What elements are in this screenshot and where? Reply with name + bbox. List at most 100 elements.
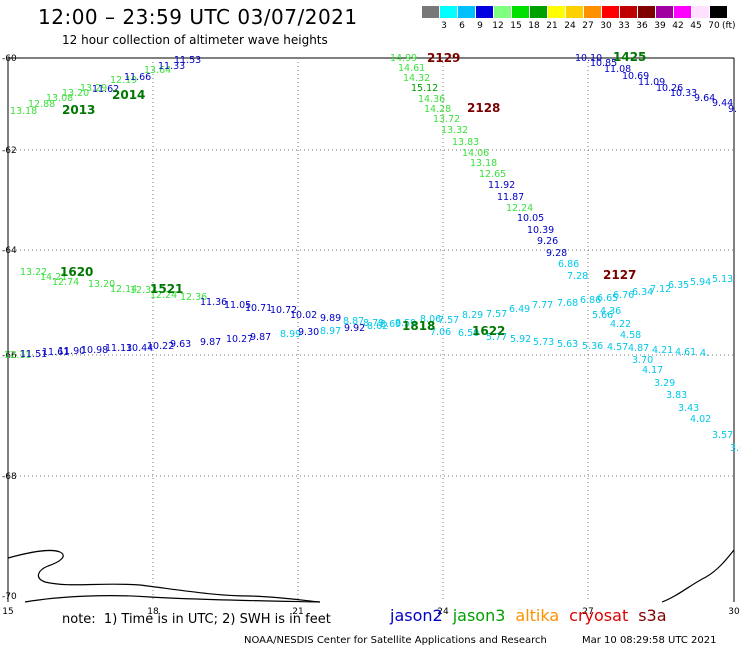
colorbar-swatch xyxy=(584,6,601,18)
lon-tick-label: 27 xyxy=(582,607,593,617)
lon-tick-label: 30 xyxy=(728,607,740,617)
wave-height-label: 4.17 xyxy=(642,365,663,376)
pass-time-label: 2013 xyxy=(62,103,95,117)
wave-height-label: 10.05 xyxy=(517,213,544,224)
wave-height-label: 9. xyxy=(728,104,737,115)
pass-time-label: 1620 xyxy=(60,265,93,279)
satellite-legend: jason2 jason3 altika cryosat s3a xyxy=(390,606,677,625)
lat-tick-label: -62 xyxy=(2,146,17,156)
wave-height-label: 12.88 xyxy=(28,99,55,110)
lon-tick-label: 18 xyxy=(147,607,159,617)
wave-height-label: 5.92 xyxy=(510,334,531,345)
wave-height-label: 3.6 xyxy=(730,443,740,454)
wave-height-label: 12.14 xyxy=(110,284,137,295)
colorbar-swatch xyxy=(566,6,583,18)
wave-height-label: 8.59 xyxy=(395,318,416,329)
colorbar-swatch xyxy=(710,6,727,18)
wave-height-label: 4.61 xyxy=(675,347,696,358)
wave-height-label: 9.28 xyxy=(546,248,567,259)
colorbar-label: 15 xyxy=(510,21,522,31)
colorbar-swatch xyxy=(512,6,529,18)
wave-height-tracks: 13.1812.8813.0813.2013.2911.6212.1911.66… xyxy=(4,53,740,454)
track-2127: 5.664.36 4.224.58 3.704.17 3.293.83 3.434.02… xyxy=(592,306,740,454)
colorbar-label: 21 xyxy=(546,21,558,31)
wave-height-label: 13.22 xyxy=(20,267,47,278)
map-title: 12:00 – 23:59 UTC 03/07/2021 xyxy=(38,5,358,29)
wave-height-label: 7.57 xyxy=(438,315,459,326)
axis-tick-labels: -60 -62 -64 -66 -68 -70 15 18 21 24 27 30 xyxy=(2,54,740,617)
wave-height-label: 12.24 xyxy=(506,203,533,214)
wave-height-label: 12.24 xyxy=(150,290,177,301)
wave-height-label: 10.69 xyxy=(622,71,649,82)
wave-height-label: 6.86 xyxy=(558,259,579,270)
colorbar-swatch xyxy=(548,6,565,18)
wave-height-label: 7.77 xyxy=(532,300,553,311)
wave-height-label: 5.63 xyxy=(557,339,578,350)
colorbar-label: 70 xyxy=(708,21,720,31)
wave-height-label: 7.57 xyxy=(486,309,507,320)
wave-height-label: 8.06 xyxy=(420,314,441,325)
wave-height-label: 11.08 xyxy=(604,64,631,75)
wave-height-label: 3.83 xyxy=(666,390,687,401)
wave-height-label: 14.21 xyxy=(40,272,67,283)
wave-height-label: 7.28 xyxy=(567,271,588,282)
pass-time-label: 2014 xyxy=(112,88,145,102)
wave-height-label: 14.28 xyxy=(424,104,451,115)
wave-height-label: 11.53 xyxy=(174,55,201,66)
wave-height-label: 13.32 xyxy=(441,125,468,136)
footer-note: note: 1) Time is in UTC; 2) SWH is in fe… xyxy=(62,612,331,627)
wave-height-label: 13.29 xyxy=(80,83,107,94)
wave-height-label: 11.33 xyxy=(158,61,185,72)
wave-height-label: 8.87 xyxy=(343,316,364,327)
wave-height-label: 12.36 xyxy=(180,292,207,303)
wave-height-label: 9.64 xyxy=(694,93,715,104)
colorbar-label: 30 xyxy=(600,21,612,31)
wave-height-label: 11.87 xyxy=(497,192,524,203)
wave-height-label: 7.12 xyxy=(650,284,671,295)
wave-height-label: 13.20 xyxy=(88,279,115,290)
wave-height-label: 4. xyxy=(700,348,709,359)
wave-height-label: 11.66 xyxy=(124,72,151,83)
wave-height-label: 10.27 xyxy=(226,334,253,345)
wave-height-label: 3.70 xyxy=(632,355,653,366)
wave-height-label: 5.94 xyxy=(690,277,711,288)
pass-time-label: 1425 xyxy=(613,50,646,64)
colorbar-swatch xyxy=(440,6,457,18)
colorbar-swatch xyxy=(656,6,673,18)
pass-time-labels: 2129 2128 2127 2013 2014 1425 1620 1521 1818 1622 xyxy=(60,50,646,338)
colorbar-label: 18 xyxy=(528,21,540,31)
wave-height-label: 14.32 xyxy=(403,73,430,84)
colorbar-label: 3 xyxy=(441,21,447,31)
wave-height-label: 4.87 xyxy=(628,343,649,354)
lon-tick-label: 24 xyxy=(437,607,449,617)
colorbar-label: 45 xyxy=(690,21,702,31)
wave-height-label: 4.58 xyxy=(620,330,641,341)
pass-time-label: 1622 xyxy=(472,324,505,338)
satellite-legend-item: jason3 xyxy=(452,606,506,625)
colorbar-swatch xyxy=(530,6,547,18)
wave-height-label: 11.51 xyxy=(20,349,47,360)
satellite-legend-item: jason2 xyxy=(390,606,443,625)
wave-height-label: 13.83 xyxy=(452,137,479,148)
wave-height-label: 10.26 xyxy=(656,83,683,94)
wave-height-label: 6.34 xyxy=(632,287,653,298)
wave-height-label: 14.36 xyxy=(418,94,445,105)
lon-tick-label: 21 xyxy=(292,607,303,617)
colorbar-swatch xyxy=(494,6,511,18)
track-1425: 10.1010.8511.0810.6911.0910.2610.339.649… xyxy=(575,53,737,115)
wave-height-label: 10.02 xyxy=(290,310,317,321)
lon-tick-label: 15 xyxy=(2,607,13,617)
wave-height-label: 11.36 xyxy=(200,297,227,308)
wave-height-label: 8.62 xyxy=(367,321,388,332)
colorbar-label: 39 xyxy=(654,21,666,31)
wave-height-label: 6.76 xyxy=(613,290,634,301)
wave-height-label: 9.92 xyxy=(344,323,365,334)
wave-height-label: 9.44 xyxy=(712,98,733,109)
wave-height-label: 4.57 xyxy=(607,342,628,353)
wave-height-label: 14.99 xyxy=(390,53,417,64)
track-2013-2014: 13.1812.8813.0813.2013.2911.6212.1911.66… xyxy=(10,55,201,117)
wave-height-label: 9.87 xyxy=(250,332,271,343)
wave-height-label: 8.99 xyxy=(280,329,301,340)
